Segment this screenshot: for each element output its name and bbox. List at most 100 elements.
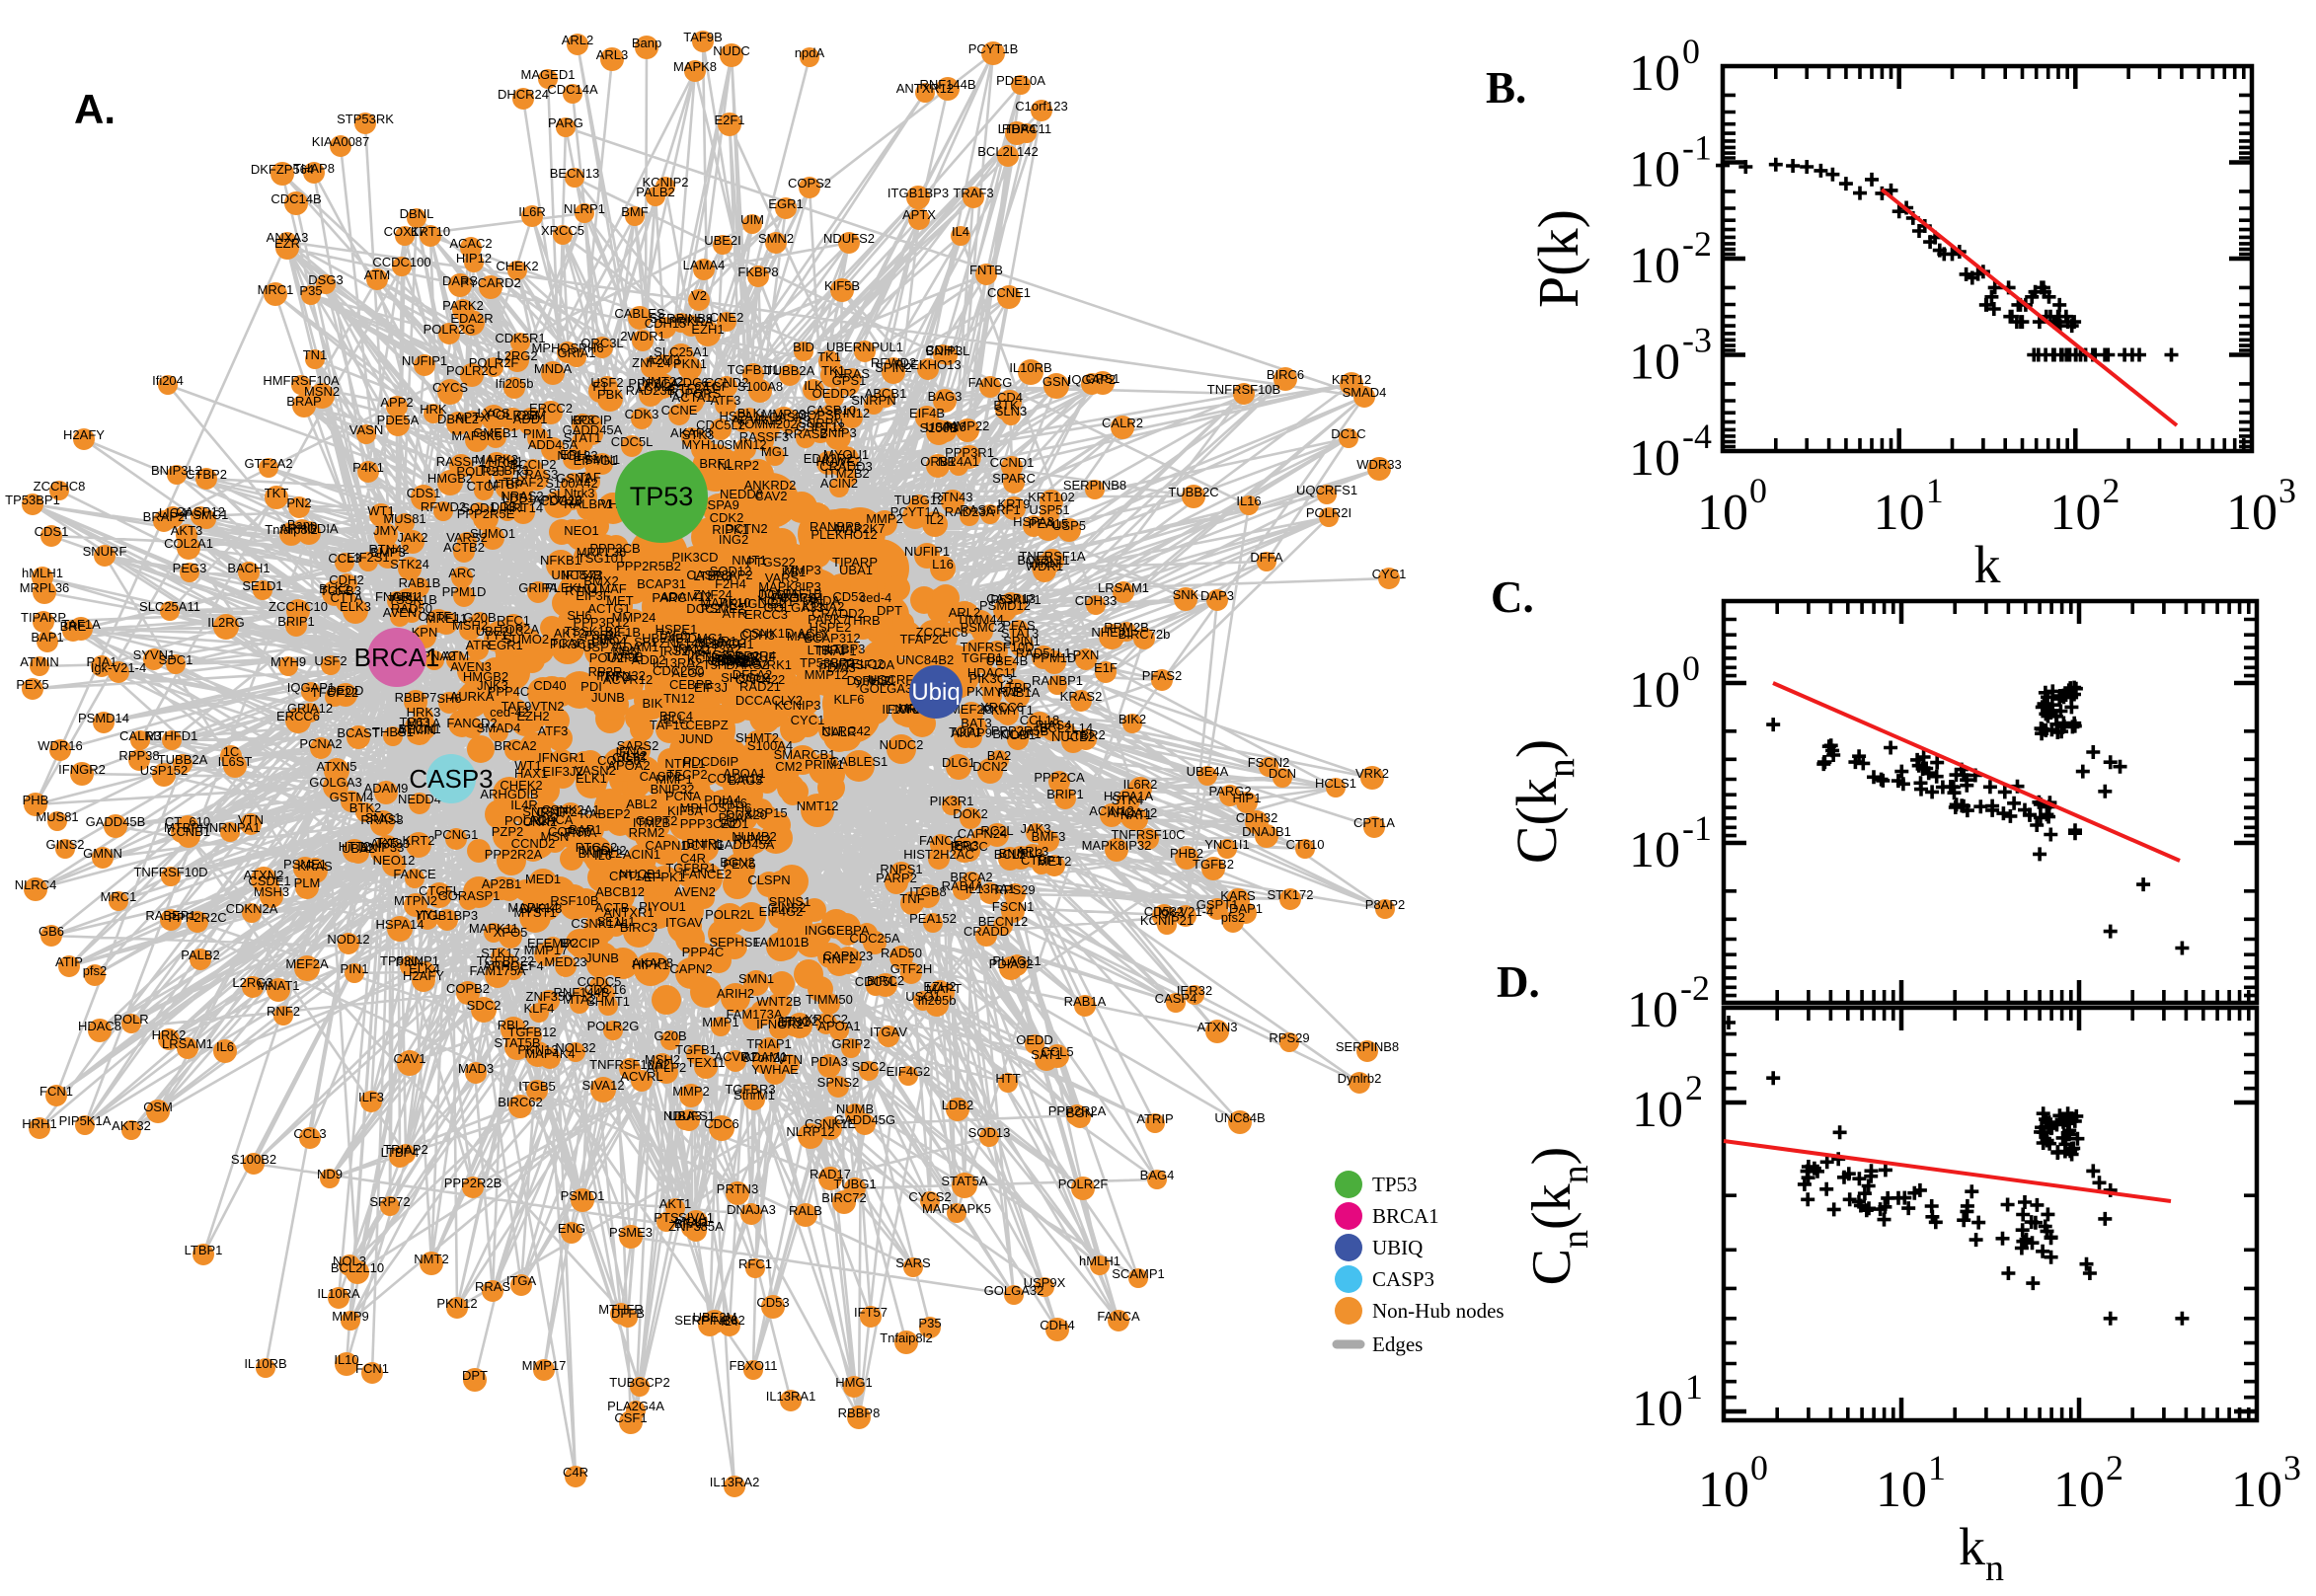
svg-text:UNC84B2: UNC84B2	[896, 652, 955, 667]
svg-text:DPT: DPT	[462, 1368, 488, 1383]
svg-text:NUFIP1: NUFIP1	[904, 544, 950, 559]
svg-text:HRK3: HRK3	[407, 705, 441, 720]
svg-text:SLC25A11: SLC25A11	[139, 599, 200, 614]
svg-text:RFC1: RFC1	[738, 1256, 772, 1271]
svg-text:POLR2F: POLR2F	[1058, 1177, 1109, 1191]
svg-text:HDAC11: HDAC11	[1002, 121, 1051, 136]
svg-text:S100B2: S100B2	[231, 1152, 276, 1167]
svg-text:ND9: ND9	[317, 1167, 343, 1181]
svg-text:RTN43: RTN43	[933, 490, 973, 504]
svg-text:RANBP2: RANBP2	[711, 650, 762, 665]
svg-text:PSMD14: PSMD14	[78, 711, 129, 725]
svg-text:NLRP12: NLRP12	[786, 1124, 834, 1139]
svg-text:MADD: MADD	[787, 629, 824, 644]
svg-text:KRT12: KRT12	[1332, 372, 1371, 387]
svg-text:ARL3: ARL3	[596, 47, 629, 62]
svg-text:PARG: PARG	[548, 115, 583, 130]
svg-text:MAD3: MAD3	[458, 1061, 494, 1076]
svg-text:GB6: GB6	[39, 924, 64, 939]
svg-text:MAGED1: MAGED1	[521, 67, 576, 82]
svg-text:MTPN2: MTPN2	[394, 893, 437, 908]
svg-text:10: 10	[1698, 1462, 1749, 1518]
svg-text:GOLGA3: GOLGA3	[309, 775, 361, 790]
svg-text:NOD12: NOD12	[327, 932, 369, 947]
svg-text:MRC1: MRC1	[101, 889, 137, 904]
svg-text:IL6R2: IL6R2	[1123, 777, 1158, 792]
svg-text:PALB2: PALB2	[181, 948, 220, 962]
svg-text:CTBP1: CTBP1	[1021, 853, 1062, 868]
svg-text:TKT: TKT	[265, 486, 289, 500]
svg-text:BRAP2: BRAP2	[143, 509, 186, 524]
svg-text:TP53: TP53	[1372, 1173, 1418, 1196]
svg-text:PPM1D: PPM1D	[442, 584, 487, 599]
svg-text:MRPL36: MRPL36	[577, 545, 627, 560]
svg-text:SPNS2: SPNS2	[817, 1075, 860, 1090]
svg-text:TIPARP: TIPARP	[21, 610, 66, 625]
svg-text:PPP2R2A: PPP2R2A	[485, 847, 543, 862]
svg-text:SIVA12: SIVA12	[581, 1078, 624, 1093]
svg-text:LDB2: LDB2	[942, 1098, 974, 1112]
svg-text:GMEB1: GMEB1	[473, 425, 518, 440]
svg-text:CDC14B: CDC14B	[270, 191, 321, 206]
svg-text:CD53: CD53	[756, 1295, 789, 1310]
svg-text:ADAM12: ADAM12	[660, 589, 712, 604]
svg-text:10: 10	[1627, 982, 1678, 1038]
svg-text:PEX5: PEX5	[16, 677, 48, 692]
svg-text:Ifi205b: Ifi205b	[495, 376, 533, 391]
svg-text:SDC2: SDC2	[852, 1059, 887, 1074]
svg-text:10: 10	[1632, 1381, 1683, 1437]
svg-text:TK1: TK1	[817, 349, 841, 364]
svg-text:NEO12: NEO12	[373, 853, 416, 868]
svg-text:RABEP1: RABEP1	[145, 908, 195, 923]
svg-text:GSN: GSN	[1042, 374, 1070, 389]
svg-text:MMP1: MMP1	[702, 1015, 739, 1029]
svg-text:RAB1A: RAB1A	[998, 685, 1041, 700]
svg-text:RP2R: RP2R	[588, 664, 623, 679]
svg-text:PDIA32: PDIA32	[989, 956, 1034, 971]
svg-text:TUBG1: TUBG1	[833, 1177, 876, 1191]
svg-text:Banp: Banp	[632, 36, 661, 50]
svg-text:LTBP4: LTBP4	[381, 1145, 420, 1160]
svg-text:RPP38: RPP38	[118, 748, 159, 763]
svg-text:P(k): P(k)	[1526, 209, 1590, 308]
svg-text:ACIN1: ACIN1	[623, 847, 660, 862]
svg-text:CDH32: CDH32	[1236, 810, 1278, 825]
svg-text:ARIH2: ARIH2	[717, 986, 754, 1001]
svg-text:SH6: SH6	[436, 691, 461, 706]
svg-text:DAP3: DAP3	[1200, 588, 1234, 603]
svg-text:SDC2: SDC2	[467, 998, 502, 1013]
svg-text:ITM2B2: ITM2B2	[824, 466, 870, 481]
svg-text:10: 10	[1874, 485, 1925, 541]
svg-text:-4: -4	[1682, 417, 1712, 456]
svg-text:ATRIP: ATRIP	[1136, 1111, 1173, 1126]
svg-text:NEDD8: NEDD8	[720, 487, 763, 501]
svg-text:APTX: APTX	[902, 207, 936, 222]
svg-text:HMG1: HMG1	[835, 1375, 873, 1390]
svg-text:XRCC5: XRCC5	[541, 223, 584, 238]
svg-text:PPP2R2A: PPP2R2A	[1048, 1103, 1107, 1118]
svg-text:10: 10	[1629, 142, 1680, 198]
svg-text:IL6ST: IL6ST	[218, 754, 253, 769]
svg-text:GRIP2: GRIP2	[831, 1036, 870, 1051]
svg-text:C.: C.	[1491, 572, 1534, 622]
svg-text:SE1D1: SE1D1	[242, 578, 282, 593]
svg-text:KRAS2: KRAS2	[1060, 689, 1103, 704]
svg-text:VRK2: VRK2	[1355, 766, 1389, 781]
svg-text:KRT9: KRT9	[998, 496, 1031, 511]
svg-text:TGFBR3: TGFBR3	[725, 1082, 775, 1097]
svg-text:ABCB12: ABCB12	[595, 884, 645, 899]
svg-text:TGFB3: TGFB3	[320, 583, 361, 598]
svg-text:RAD23A: RAD23A	[945, 504, 995, 519]
svg-text:PPP3R1: PPP3R1	[945, 445, 994, 460]
svg-text:CDC14A: CDC14A	[547, 82, 598, 97]
svg-text:DPT: DPT	[877, 603, 902, 618]
svg-text:RNF144B: RNF144B	[919, 77, 975, 92]
svg-text:SMN1: SMN1	[738, 971, 774, 986]
svg-text:PIK3CD: PIK3CD	[672, 550, 719, 565]
svg-text:ZNF24: ZNF24	[632, 355, 671, 370]
svg-text:PIK3CA: PIK3CA	[772, 590, 818, 605]
svg-text:-1: -1	[1682, 127, 1712, 167]
svg-text:MYH9: MYH9	[270, 654, 306, 669]
svg-text:SERPINB8: SERPINB8	[1336, 1039, 1399, 1054]
svg-text:DBNL: DBNL	[400, 206, 434, 221]
